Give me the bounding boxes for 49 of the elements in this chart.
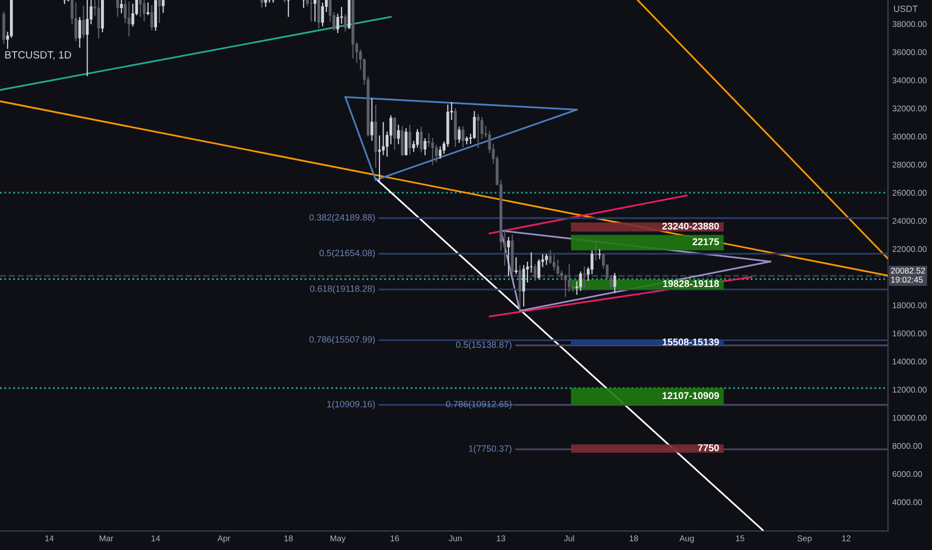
y-tick-label: 30000.00	[892, 134, 927, 140]
annotation: 0.5(21654.08)	[319, 250, 375, 258]
x-tick-label: Sep	[797, 535, 812, 543]
y-tick-label: 18000.00	[892, 302, 927, 308]
band-label: 23240-23880	[662, 222, 719, 230]
y-tick-label: 14000.00	[892, 358, 927, 365]
annotation: 1(10909.16)	[327, 400, 375, 410]
y-tick-label: 24000.00	[892, 218, 927, 224]
x-tick-label: 18	[284, 535, 293, 542]
y-tick-label: 38000.00	[892, 21, 927, 28]
annotation: 0.5(15138.87)	[456, 341, 512, 350]
band-label: 7750	[698, 444, 719, 452]
x-tick-label: Aug	[679, 535, 694, 543]
y-tick-label: 34000.00	[892, 77, 927, 84]
x-tick-label: 18	[630, 535, 638, 542]
y-tick-label: 6000.00	[892, 471, 922, 478]
band-label: 12107-10909	[662, 392, 719, 400]
y-axis-title: USDT	[894, 6, 918, 12]
y-tick-label: 12000.00	[892, 386, 927, 393]
annotation: 1(7750.37)	[468, 445, 512, 454]
x-tick-label: 16	[390, 535, 399, 542]
text: BTCUSDT, 1D	[5, 51, 72, 60]
y-tick-label: 26000.00	[892, 190, 927, 196]
y-tick-label: 16000.00	[892, 330, 927, 336]
x-tick-label: 14	[152, 535, 160, 542]
band-label: 22175	[692, 238, 720, 246]
annotation: 0.786(15507.99)	[309, 336, 375, 344]
x-tick-label: 15	[736, 535, 744, 542]
x-tick-label: Apr	[217, 535, 230, 543]
annotation: 0.786(10912.65)	[446, 400, 512, 410]
ref-line-label: 20082.52 19:02:45	[891, 268, 926, 283]
y-tick-label: 28000.00	[892, 162, 927, 168]
annotation: 0.382(24189.88)	[309, 214, 375, 222]
x-tick-label: 13	[496, 535, 506, 542]
y-tick-label: 32000.00	[892, 105, 927, 112]
y-tick-label: 10000.00	[892, 414, 927, 421]
y-tick-label: 22000.00	[892, 246, 927, 252]
band-label: 19828-19118	[663, 280, 719, 288]
x-tick-label: May	[330, 535, 346, 543]
y-tick-label: 8000.00	[892, 442, 922, 449]
x-tick-label: 12	[842, 535, 850, 542]
x-tick-label: Mar	[100, 535, 114, 542]
annotation: 0.618(19118.28)	[310, 285, 375, 294]
y-tick-label: 36000.00	[892, 49, 927, 56]
x-tick-label: Jul	[564, 535, 574, 542]
y-tick-label: 4000.00	[892, 499, 922, 506]
x-tick-label: Jun	[448, 535, 462, 542]
x-tick-label: 14	[45, 535, 54, 542]
band-label: 15508-15139	[662, 338, 719, 346]
